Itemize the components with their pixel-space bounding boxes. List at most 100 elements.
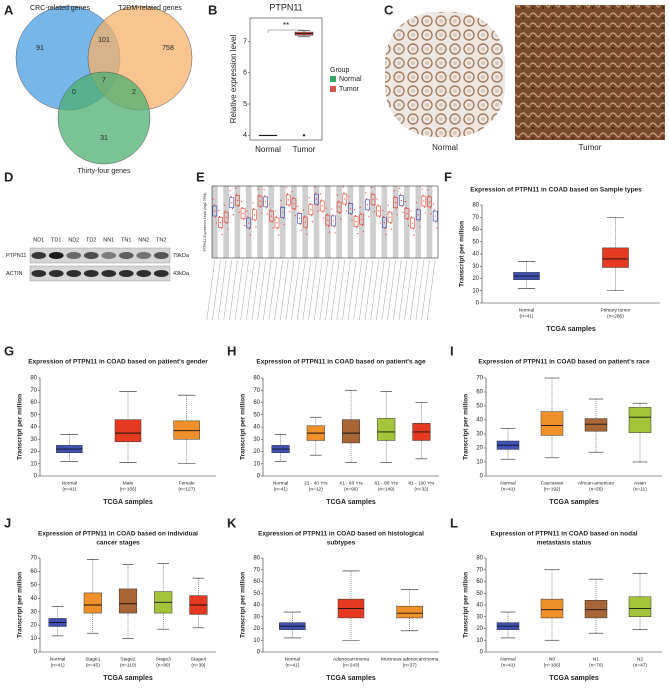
texture	[432, 203, 435, 205]
texture	[360, 212, 362, 214]
texture	[394, 196, 396, 198]
texture	[376, 198, 378, 200]
texture	[227, 228, 229, 230]
category-tick	[291, 259, 300, 321]
texture	[252, 209, 257, 221]
texture	[280, 199, 282, 201]
blot-strip	[29, 265, 171, 282]
texture	[404, 208, 410, 219]
texture	[218, 217, 223, 228]
normal-tissue-image	[385, 12, 505, 137]
texture	[430, 213, 432, 215]
texture	[297, 212, 302, 224]
x-tick-label: Stage3	[156, 656, 172, 662]
texture	[336, 201, 342, 213]
texture	[248, 228, 251, 230]
y-axis-label: Transcript per million	[459, 221, 466, 287]
category-tick	[381, 259, 391, 321]
box	[602, 247, 629, 268]
texture	[436, 227, 438, 229]
texture	[238, 211, 240, 213]
x-axis-label: TCGA samples	[549, 675, 599, 682]
texture	[345, 210, 347, 212]
box	[83, 592, 102, 614]
texture	[395, 208, 398, 210]
box	[584, 600, 608, 619]
texture	[421, 188, 423, 190]
texture	[257, 195, 263, 207]
texture	[215, 222, 218, 224]
panel-letter: A	[4, 2, 14, 17]
texture	[254, 220, 256, 222]
n-label: (n=41)	[51, 662, 65, 668]
box	[341, 419, 361, 444]
n-label: (n=41)	[285, 662, 299, 668]
panel-letter: K	[227, 515, 237, 530]
texture	[334, 232, 336, 234]
y-tick-label: 50	[253, 591, 260, 597]
texture	[379, 222, 381, 224]
texture	[311, 221, 314, 223]
axes	[485, 558, 662, 653]
chart-title: Expression of PTPN11 in COAD based on in…	[38, 531, 198, 538]
lane-label: TN1	[121, 237, 131, 243]
category-tick	[240, 259, 249, 321]
texture	[219, 221, 222, 224]
texture	[235, 195, 240, 206]
texture	[333, 226, 335, 228]
texture	[398, 195, 404, 206]
n-label: (n=110)	[120, 662, 137, 668]
stripe	[313, 186, 320, 258]
texture	[286, 193, 289, 195]
y-tick-label: 40	[476, 418, 483, 424]
texture	[416, 202, 418, 204]
y-axis-label: Transcript per million	[240, 394, 247, 460]
x-tick-label: N0	[549, 656, 555, 662]
x-tick-label: Normal	[273, 480, 288, 486]
blot-band	[66, 252, 82, 259]
y-tick-label: 40	[30, 425, 37, 431]
blot-band	[153, 252, 169, 259]
texture	[289, 211, 291, 213]
texture	[294, 215, 297, 217]
texture	[424, 206, 426, 208]
y-tick-label: 40	[253, 425, 260, 431]
venn-count: 7	[102, 77, 106, 84]
texture	[387, 204, 389, 206]
texture	[357, 233, 359, 235]
n-label: (n=41)	[501, 486, 515, 492]
texture	[411, 216, 413, 218]
box	[540, 411, 564, 436]
texture	[317, 210, 319, 212]
y-tick-label: 20	[476, 446, 483, 452]
y-tick-label: 50	[472, 239, 479, 245]
panel-letter: C	[384, 2, 394, 17]
stripe	[392, 186, 399, 258]
texture	[387, 211, 393, 223]
texture	[356, 227, 358, 229]
texture	[244, 224, 246, 227]
texture	[368, 216, 370, 218]
y-tick-label: 60	[476, 579, 483, 585]
category-tick	[342, 259, 351, 321]
y-tick-label: 10	[30, 636, 37, 642]
texture	[282, 211, 284, 213]
lane-label: TD1	[51, 237, 61, 243]
y-tick-label: 60	[30, 569, 37, 575]
texture	[359, 206, 361, 208]
texture	[342, 193, 348, 205]
texture	[287, 199, 289, 201]
texture	[355, 221, 357, 223]
y-tick-label: 80	[253, 376, 260, 382]
y-axis-label: Transcript per million	[463, 394, 470, 460]
texture	[260, 206, 262, 208]
texture	[252, 208, 255, 210]
chart-title: metastasis status	[537, 540, 592, 547]
texture	[344, 204, 347, 206]
texture	[339, 212, 341, 214]
texture	[271, 221, 273, 223]
texture	[319, 200, 325, 212]
texture	[303, 215, 306, 217]
n-label: (n=45)	[86, 662, 100, 668]
